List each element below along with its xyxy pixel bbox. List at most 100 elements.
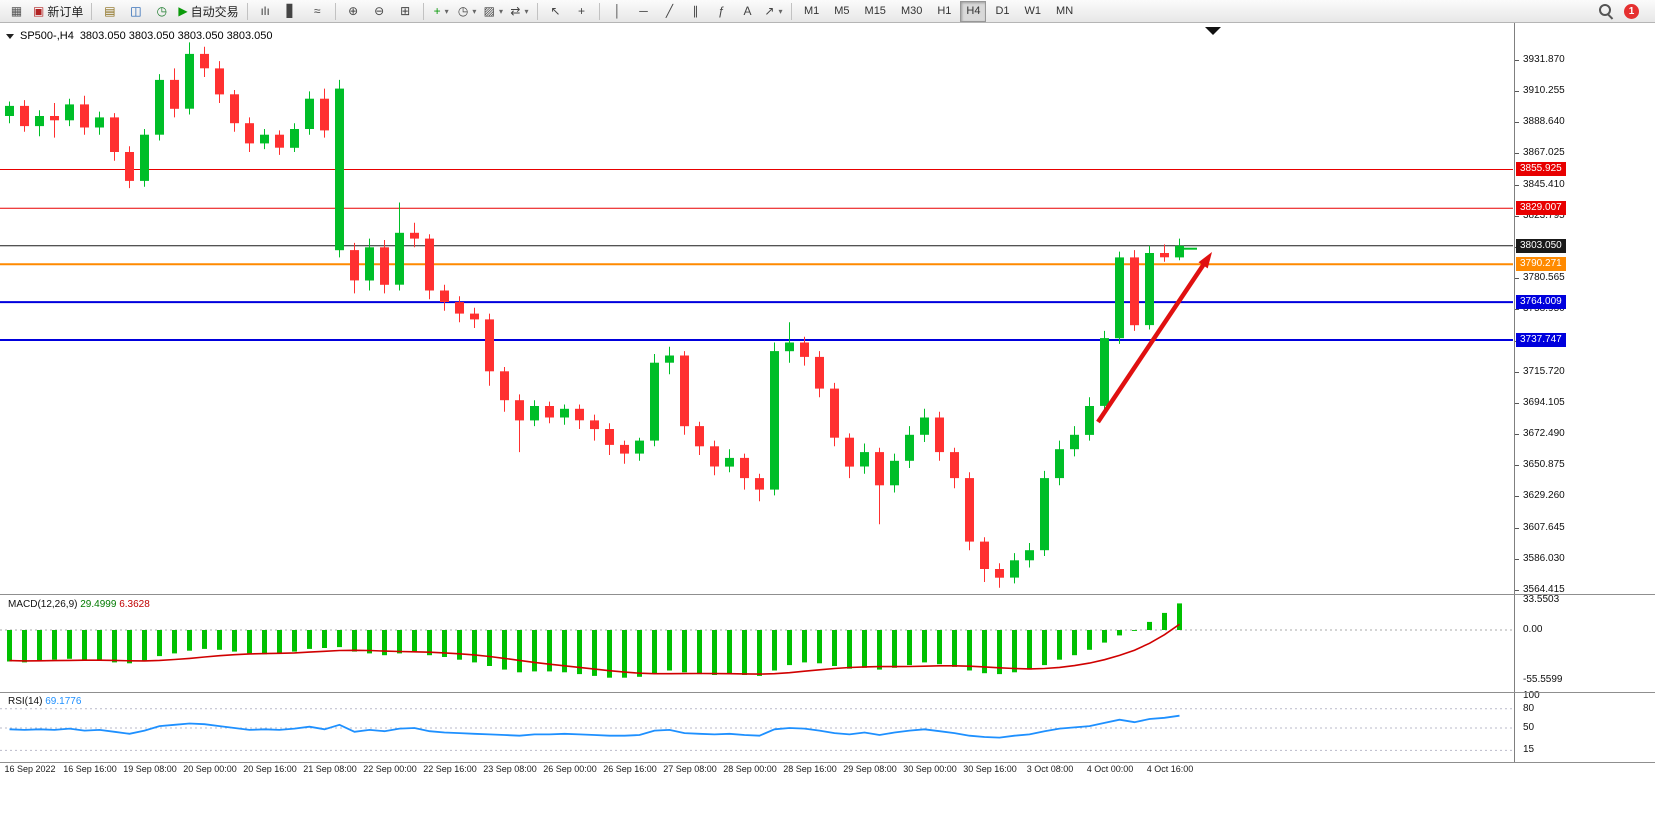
text-icon: A	[743, 4, 752, 18]
chevron-down-icon: ▾	[444, 6, 449, 16]
candle-body	[95, 117, 104, 128]
macd-histogram-bar	[937, 630, 942, 665]
candle-body	[575, 408, 584, 421]
candle-body	[440, 290, 449, 302]
price-axis-label: 3694.105	[1523, 397, 1565, 408]
vertical-line-button[interactable]: │	[605, 1, 630, 22]
rsi-panel[interactable]	[0, 694, 1513, 762]
candle-body	[965, 478, 974, 542]
panel-separator-rsi[interactable]	[0, 692, 1655, 693]
macd-histogram-bar	[247, 630, 252, 654]
candle-body	[260, 134, 269, 144]
candle-body	[665, 355, 674, 363]
auto-trading-button[interactable]: ▶ 自动交易	[175, 1, 241, 22]
macd-histogram-bar	[982, 630, 987, 674]
price-axis[interactable]: 3931.870 3910.255 3888.640 3867.025 3845.410…	[1514, 23, 1655, 762]
time-axis[interactable]: 16 Sep 2022 16 Sep 16:00 19 Sep 08:00 20 Se…	[0, 764, 1513, 778]
new-order-button-label: 新订单	[47, 4, 84, 19]
timeframe-button-M5[interactable]: M5	[834, 5, 850, 17]
horizontal-line-button[interactable]: ─	[631, 1, 656, 22]
macd-histogram-bar	[142, 630, 147, 661]
time-axis-label: 16 Sep 2022	[4, 764, 56, 774]
macd-histogram-bar	[37, 630, 42, 661]
candle-body	[1175, 245, 1184, 258]
price-axis-label: 3888.640	[1523, 116, 1565, 127]
timeframe-button-M30[interactable]: M30	[900, 5, 923, 17]
panel-separator-macd[interactable]	[0, 594, 1655, 595]
candle-body	[905, 434, 914, 461]
main-price-chart[interactable]	[0, 23, 1513, 594]
candle-body	[980, 541, 989, 569]
candle-body	[425, 238, 434, 291]
toolbar-separator	[334, 2, 336, 20]
timeframe-button-H4[interactable]: H4	[960, 0, 987, 22]
macd-panel[interactable]	[0, 597, 1513, 690]
macd-histogram-bar	[67, 630, 72, 659]
templates-button[interactable]: ▨ ▾	[481, 1, 506, 22]
vertical-line-icon: │	[613, 4, 622, 18]
text-button[interactable]: A	[735, 1, 760, 22]
chart-collapse-icon[interactable]	[6, 33, 14, 39]
new-chart-button[interactable]: ▦	[4, 1, 29, 22]
candle-body	[515, 400, 524, 421]
line-chart-button[interactable]: ≈	[305, 1, 330, 22]
timeframe-button-MN[interactable]: MN	[1056, 5, 1074, 17]
trendline-button[interactable]: ╱	[657, 1, 682, 22]
candle-body	[80, 104, 89, 128]
macd-histogram-bar	[1072, 630, 1077, 656]
macd-histogram-bar	[997, 630, 1002, 675]
print-button[interactable]: ▤	[97, 1, 122, 22]
macd-histogram-bar	[712, 630, 717, 675]
price-axis-tick	[1515, 309, 1519, 310]
macd-histogram-bar	[832, 630, 837, 666]
arrow-tools-button[interactable]: ↗ ▾	[761, 1, 786, 22]
timeframe-button-H1[interactable]: H1	[937, 5, 952, 17]
rsi-value: 69.1776	[45, 696, 82, 707]
price-axis-label: 3629.260	[1523, 490, 1565, 501]
zoom-out-button[interactable]: ⊖	[367, 1, 392, 22]
print-icon: ▤	[104, 4, 116, 18]
rsi-axis-label: 100	[1523, 690, 1540, 701]
time-axis-label: 19 Sep 08:00	[123, 764, 177, 774]
tile-windows-button[interactable]: ⊞	[393, 1, 418, 22]
price-axis-tick	[1515, 122, 1519, 123]
macd-histogram-bar	[7, 630, 12, 662]
periods-button[interactable]: ◷ ▾	[455, 1, 480, 22]
zoom-in-button[interactable]: ⊕	[341, 1, 366, 22]
price-tag-3737.747: 3737.747	[1516, 333, 1566, 347]
crosshair-button[interactable]: +	[569, 1, 594, 22]
macd-histogram-bar	[22, 630, 27, 663]
timeframe-button-W1[interactable]: W1	[1024, 5, 1042, 17]
candle-body	[110, 117, 119, 152]
new-order-icon: ▣	[33, 4, 45, 18]
price-tag-3829.007: 3829.007	[1516, 201, 1566, 215]
price-axis-label: 3564.415	[1523, 584, 1565, 595]
candle-body	[320, 98, 329, 131]
bar-chart-button[interactable]: ılı	[253, 1, 278, 22]
macd-histogram-bar	[1132, 630, 1137, 631]
candle-body	[740, 457, 749, 479]
new-order-button[interactable]: ▣ 新订单	[30, 1, 86, 22]
search-icon[interactable]	[1598, 3, 1614, 20]
macd-histogram-bar	[757, 630, 762, 676]
macd-histogram-bar	[967, 630, 972, 671]
timeframe-button-M15[interactable]: M15	[864, 5, 886, 17]
toolbar-separator	[536, 2, 538, 20]
macd-histogram-bar	[772, 630, 777, 671]
indicators-button[interactable]: + ▾	[429, 1, 454, 22]
macd-histogram-bar	[862, 630, 867, 668]
toolbar-separator	[91, 2, 93, 20]
timeframe-button-D1[interactable]: D1	[995, 5, 1010, 17]
chart-shift-button[interactable]: ⇄ ▾	[507, 1, 532, 22]
notification-badge[interactable]: 1	[1624, 3, 1639, 19]
profile-button[interactable]: ◫	[123, 1, 148, 22]
candlestick-chart-button[interactable]: ▋	[279, 1, 304, 22]
candle-body	[245, 123, 254, 144]
timeframe-button-M1[interactable]: M1	[803, 5, 820, 17]
fibonacci-button[interactable]: ƒ	[709, 1, 734, 22]
macd-histogram-bar	[1012, 630, 1017, 673]
trend-arrow-line[interactable]	[1096, 262, 1207, 424]
history-center-button[interactable]: ◷	[149, 1, 174, 22]
cursor-button[interactable]: ↖	[543, 1, 568, 22]
channel-button[interactable]: ∥	[683, 1, 708, 22]
